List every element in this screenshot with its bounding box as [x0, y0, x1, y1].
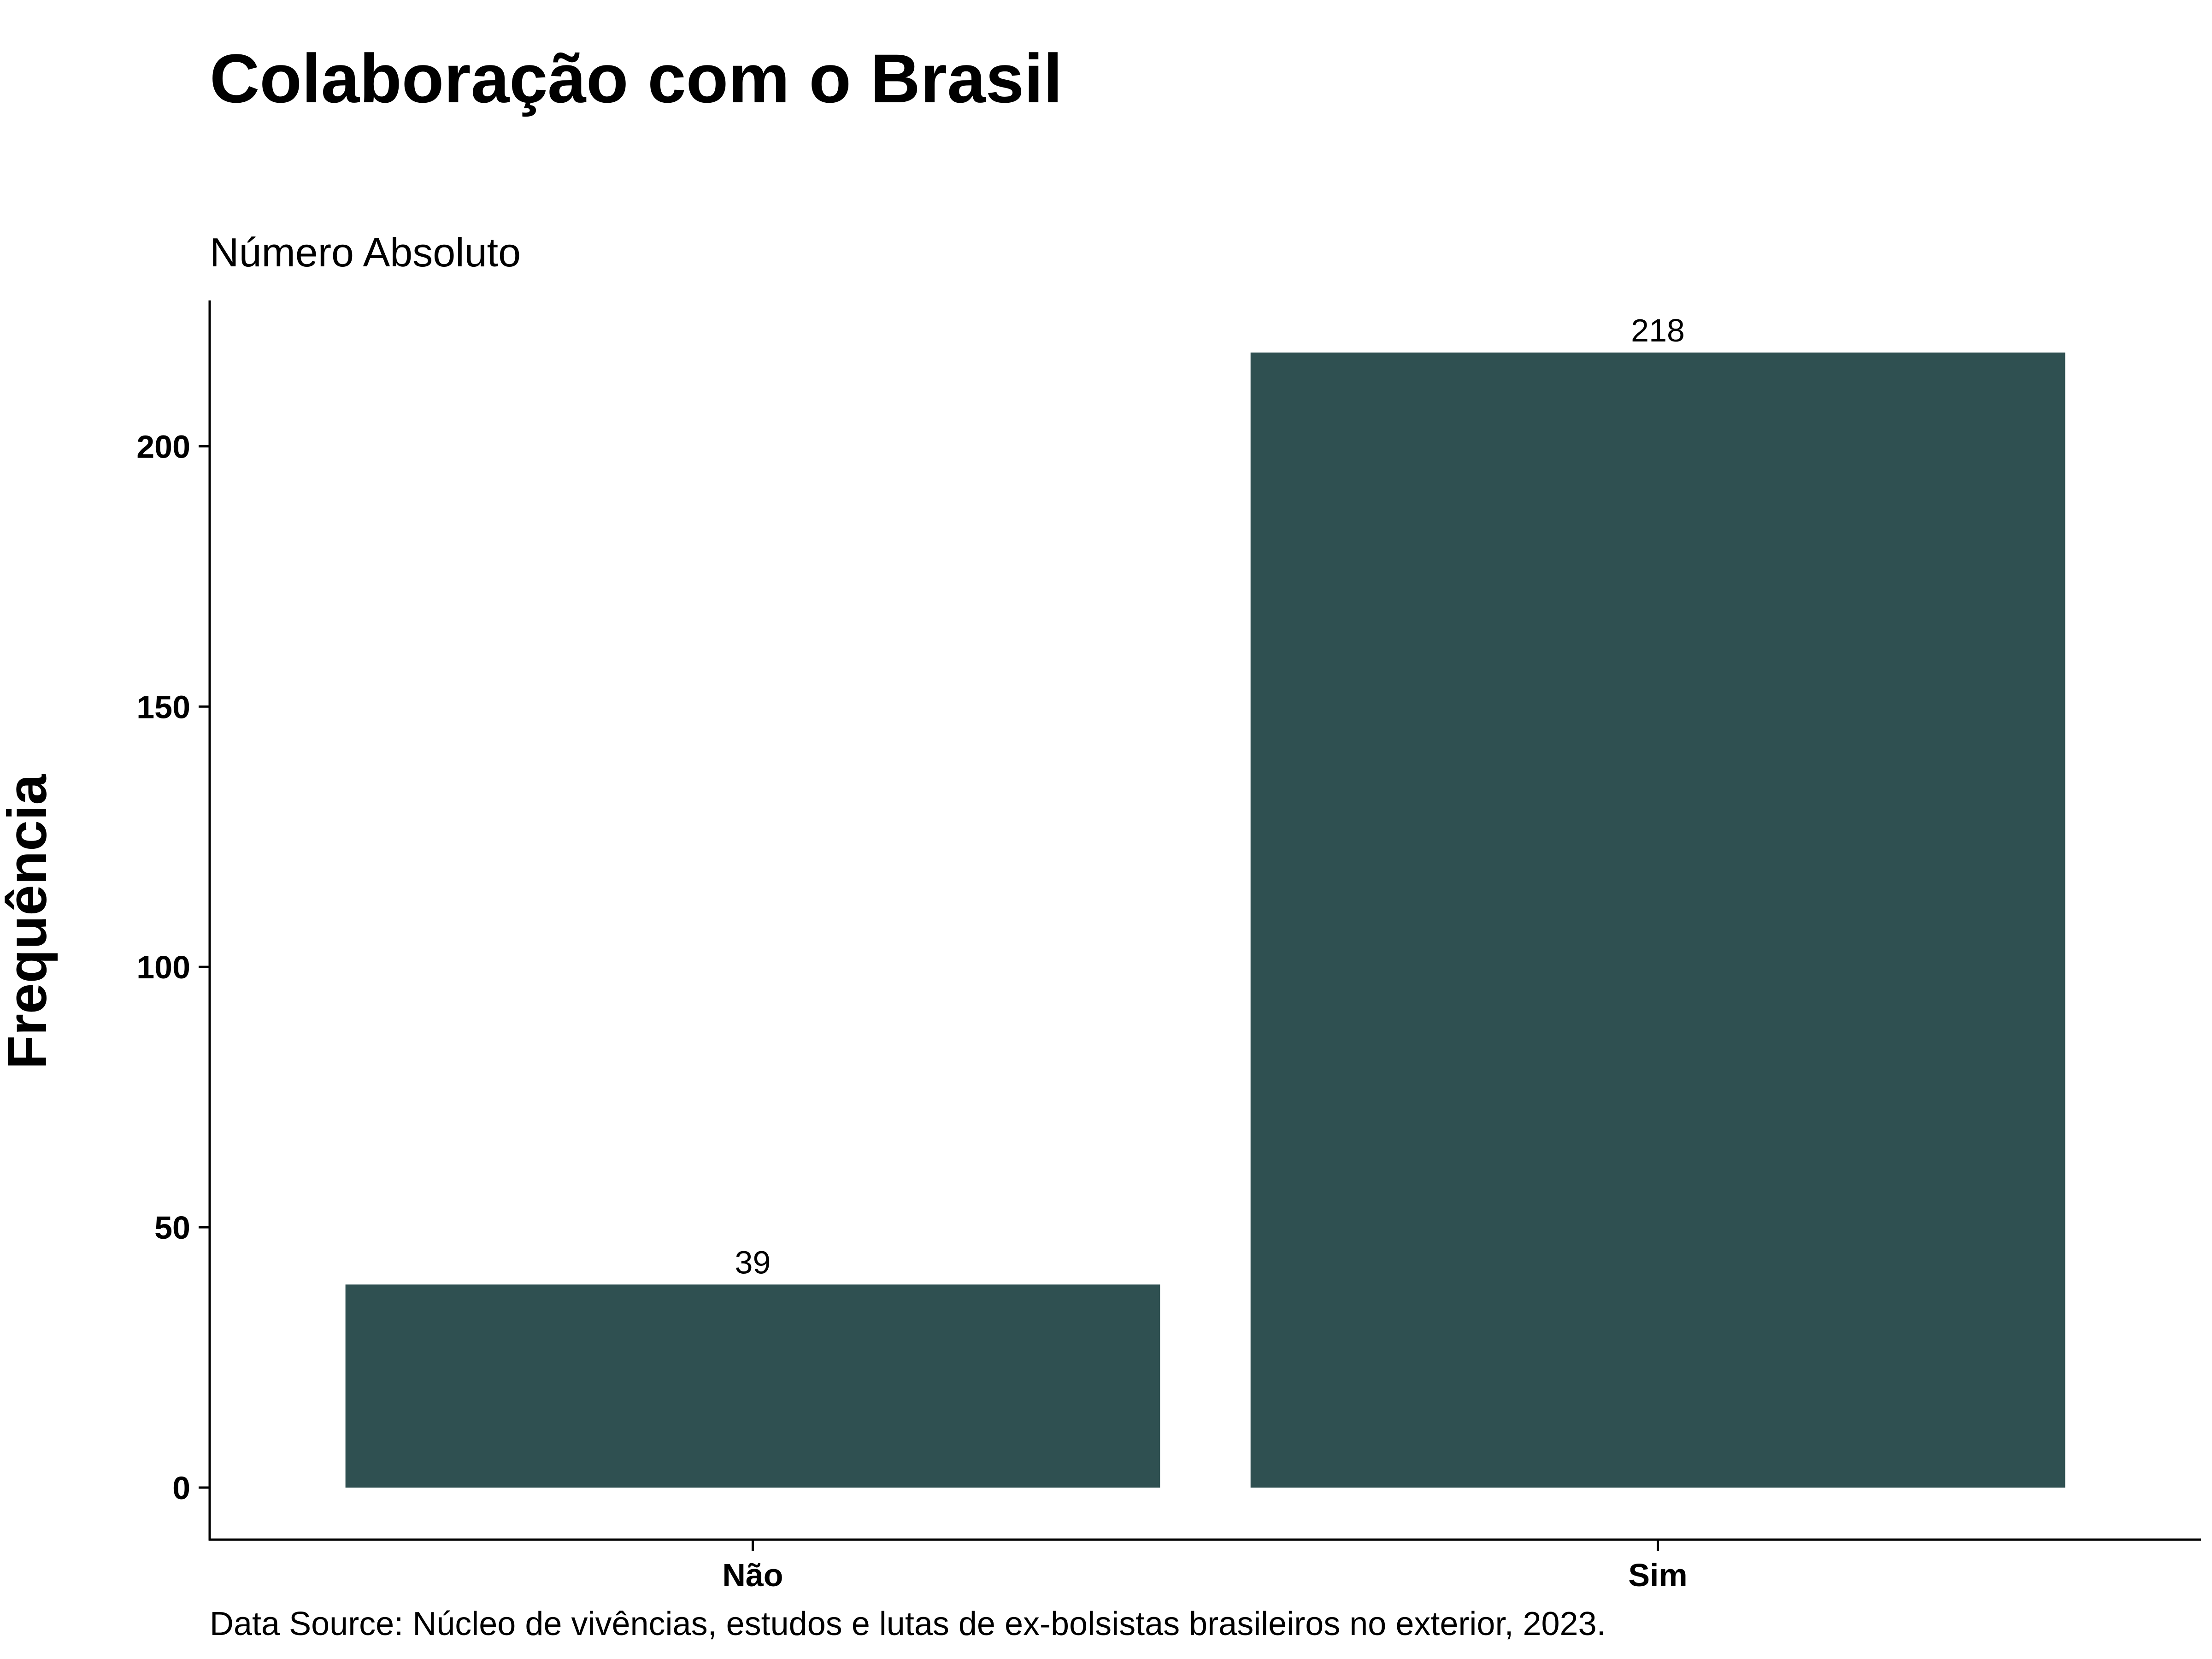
y-tick-label: 200 [136, 429, 190, 465]
bar-value-labels: 39 218 [735, 312, 1685, 1280]
bar-value-label: 39 [735, 1244, 771, 1280]
y-tick-label: 150 [136, 689, 190, 725]
y-axis-title: Frequência [0, 774, 58, 1069]
x-tick-label: Sim [1628, 1557, 1687, 1593]
y-tick-label: 0 [172, 1470, 190, 1506]
y-tick-label: 50 [154, 1210, 190, 1246]
y-tick-label: 100 [136, 949, 190, 985]
bar-não [345, 1284, 1160, 1488]
chart-caption: Data Source: Núcleo de vivências, estudo… [210, 1606, 1606, 1642]
y-axis-ticks: 0 50 100 150 200 [136, 429, 210, 1506]
bars [345, 352, 2065, 1488]
x-tick-label: Não [722, 1557, 783, 1593]
bar-sim [1250, 352, 2065, 1488]
x-axis-ticks: Não Sim [722, 1540, 1688, 1593]
chart-subtitle: Número Absoluto [210, 229, 521, 275]
bar-value-label: 218 [1631, 312, 1685, 348]
chart-title: Colaboração com o Brasil [210, 40, 1063, 117]
